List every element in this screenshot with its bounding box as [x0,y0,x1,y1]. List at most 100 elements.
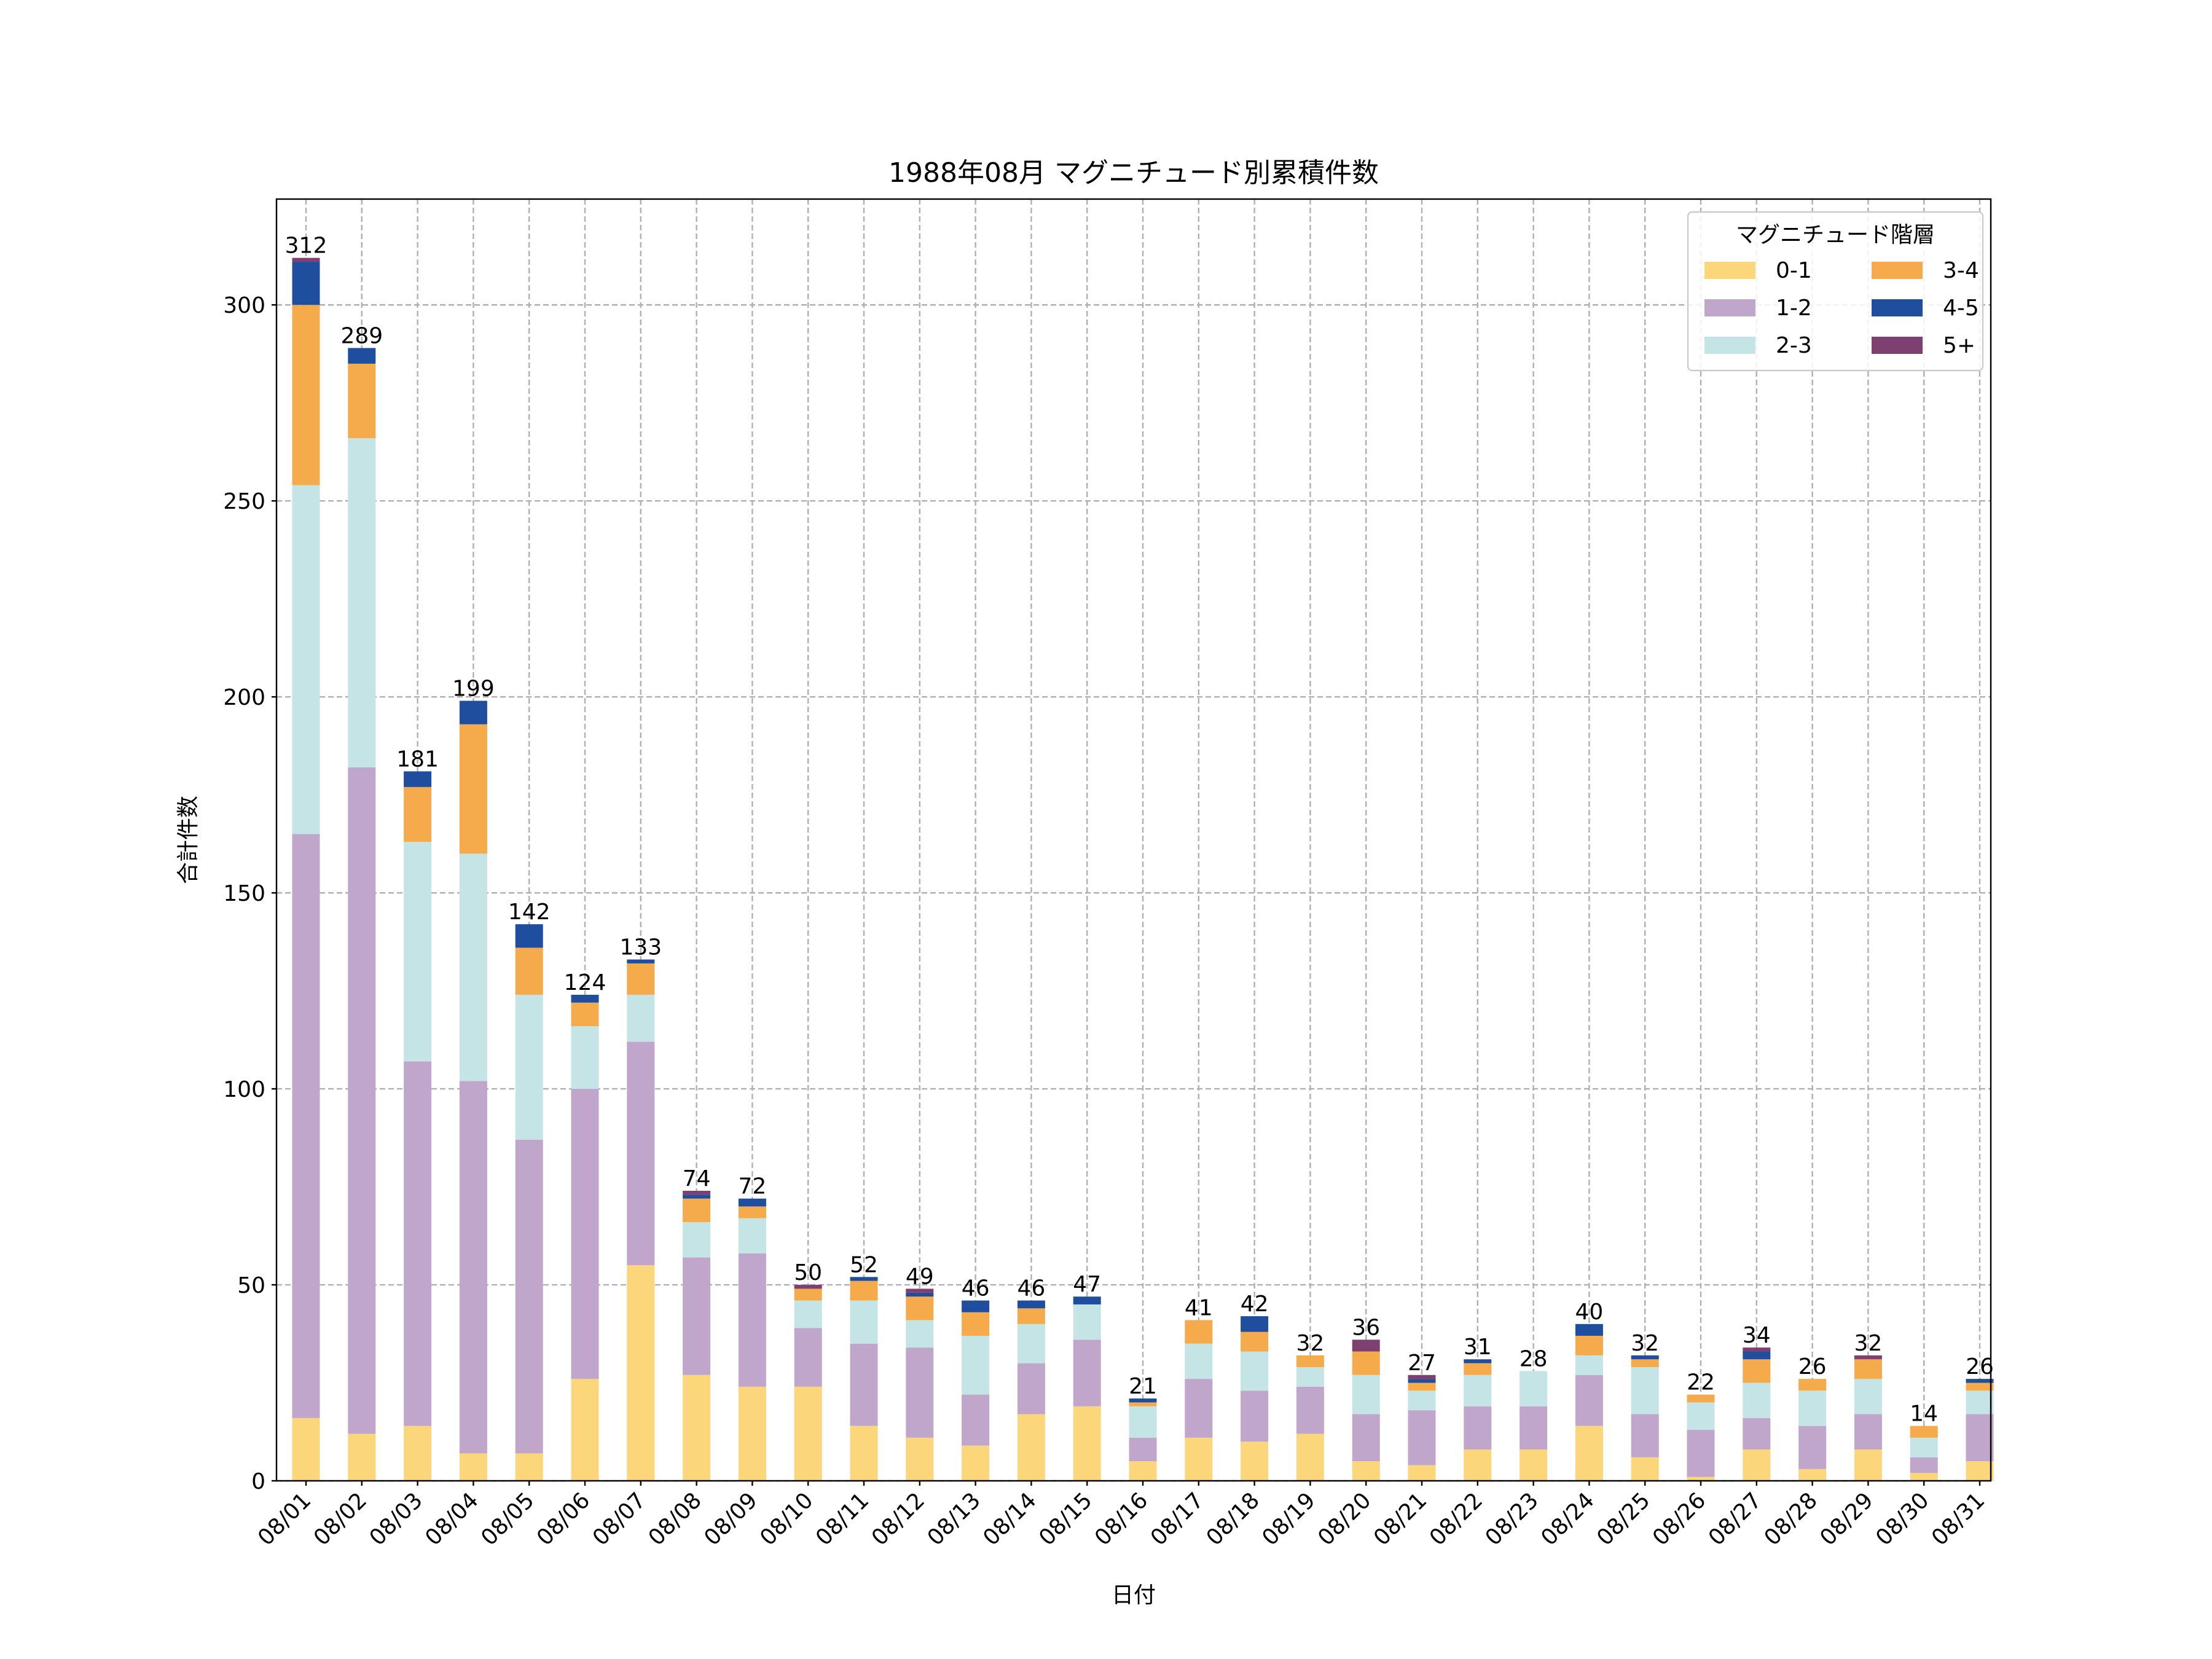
bar-total-label: 289 [340,323,383,348]
bar-segment-2-3 [348,438,376,767]
y-axis: 0 50 100 150 200 250 300 [223,293,276,1494]
bar-segment-5+ [1854,1355,1882,1360]
bar-total-label: 181 [396,747,439,772]
bar-segment-2-3 [962,1335,990,1395]
bar-total-label: 133 [619,935,662,960]
bar-segment-1-2 [962,1394,990,1446]
bar-segment-3-4 [515,947,543,995]
bar-segment-3-4 [794,1288,822,1301]
bar-segment-5+ [292,257,320,262]
bar-segment-1-2 [1296,1386,1324,1434]
bar-total-label: 36 [1352,1315,1380,1340]
bar-segment-1-2 [1687,1430,1715,1477]
bar-segment-1-2 [627,1041,655,1266]
bar-segment-0-1 [627,1265,655,1481]
bar-segment-4-5 [738,1198,766,1207]
bar-segment-5+ [1408,1375,1436,1379]
bar-total-label: 312 [285,233,327,259]
bar-segment-2-3 [1520,1371,1548,1406]
bar-segment-3-4 [1910,1426,1938,1438]
bar-segment-0-1 [1017,1414,1045,1481]
legend-swatch-0-1 [1704,262,1755,279]
bar-segment-0-1 [1743,1449,1771,1481]
bar-segment-0-1 [1631,1457,1659,1481]
bar-segment-0-1 [1575,1426,1603,1481]
bar-segment-4-5 [1017,1300,1045,1309]
bar-segment-4-5 [683,1194,711,1199]
bar-segment-1-2 [1129,1437,1157,1462]
bar-segment-2-3 [1464,1375,1492,1406]
bar-segment-0-1 [1854,1449,1882,1481]
bar-segment-2-3 [794,1300,822,1328]
bar-segment-3-4 [348,363,376,439]
bar-segment-1-2 [738,1253,766,1387]
bar-segment-3-4 [571,1002,599,1027]
bar-segment-3-4 [1241,1332,1269,1352]
bar-segment-0-1 [459,1453,487,1481]
bar-segment-1-2 [850,1343,878,1426]
bar-segment-1-2 [571,1089,599,1379]
legend-title: マグニチュード階層 [1736,222,1935,248]
bar-segment-3-4 [683,1198,711,1222]
bar-segment-1-2 [1408,1410,1436,1465]
bar-segment-0-1 [1687,1477,1715,1481]
bar-segment-1-2 [1798,1426,1827,1469]
legend-frame [1687,211,1984,372]
bar-segment-0-1 [906,1437,934,1481]
bar-segment-0-1 [738,1386,766,1481]
bar-segment-3-4 [850,1281,878,1301]
bar-segment-3-4 [1464,1363,1492,1375]
bar-segment-3-4 [1129,1402,1157,1406]
x-axis-label: 日付 [1112,1583,1156,1608]
bar-segment-0-1 [794,1386,822,1481]
bar-segment-3-4 [459,724,487,854]
bar-segment-1-2 [1910,1457,1938,1473]
bar-segment-3-4 [1743,1359,1771,1383]
bar-segment-3-4 [1408,1382,1436,1391]
bar-total-label: 46 [1017,1276,1045,1301]
bar-segment-2-3 [906,1320,934,1348]
y-tick-label: 150 [223,881,265,906]
bar-segment-4-5 [1073,1296,1101,1304]
bar-segment-4-5 [571,994,599,1003]
bar-segment-0-1 [1464,1449,1492,1481]
bar-total-label: 50 [794,1260,822,1285]
bar-segment-3-4 [962,1312,990,1336]
legend-label-4-5: 4-5 [1943,296,1979,321]
bar-segment-3-4 [1966,1382,1994,1391]
bar-segment-4-5 [1966,1379,1994,1383]
bar-total-label: 14 [1910,1402,1938,1427]
bar-segment-1-2 [292,834,320,1418]
bar-segment-0-1 [292,1418,320,1481]
bar-total-label: 72 [738,1174,766,1199]
bar-segment-2-3 [1352,1375,1380,1414]
bar-segment-3-4 [627,963,655,995]
total-labels: 312 289 181 199 142 124 133 74 72 50 52 49 46 46 47 21 4… [285,233,1994,1427]
bar-segment-3-4 [1296,1355,1324,1368]
bar-segment-2-3 [1073,1304,1101,1340]
bar-total-label: 32 [1631,1331,1659,1356]
bar-segment-2-3 [1575,1355,1603,1375]
bar-segment-2-3 [1241,1351,1269,1391]
bar-total-label: 31 [1464,1335,1492,1360]
bar-segment-4-5 [1241,1316,1269,1332]
bar-segment-0-1 [515,1453,543,1481]
bar-total-label: 28 [1520,1346,1548,1371]
bar-segment-0-1 [571,1379,599,1481]
bar-segment-3-4 [1631,1359,1659,1368]
bar-segment-0-1 [348,1433,376,1481]
bar-segment-1-2 [1241,1390,1269,1442]
bar-segment-1-2 [1575,1375,1603,1426]
bar-segment-2-3 [1017,1324,1045,1363]
bar-segment-4-5 [1575,1324,1603,1336]
bar-segment-2-3 [738,1218,766,1254]
bar-segment-1-2 [1520,1406,1548,1449]
bar-segment-4-5 [1631,1355,1659,1360]
bar-total-label: 22 [1687,1370,1715,1395]
bar-segment-1-2 [1464,1406,1492,1449]
bar-segment-4-5 [459,700,487,724]
bar-total-label: 32 [1854,1331,1882,1356]
legend-swatch-2-3 [1704,337,1755,354]
bar-segment-1-2 [1743,1418,1771,1449]
bar-segment-4-5 [1408,1379,1436,1383]
